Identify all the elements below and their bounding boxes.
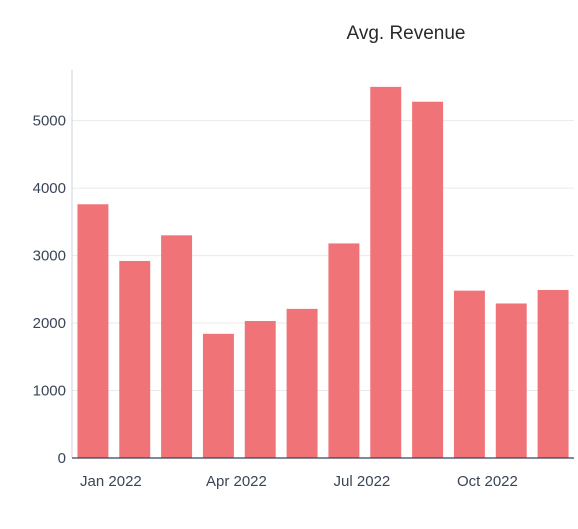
bar-2022-03: [161, 235, 193, 458]
y-tick-label-5: 5000: [33, 113, 66, 130]
y-tick-label-0: 0: [58, 450, 66, 467]
bar-2022-12: [537, 289, 569, 458]
grid-lines: [72, 120, 574, 392]
bars: [77, 86, 569, 458]
bar-2022-09: [412, 101, 444, 458]
bar-2022-11: [495, 303, 527, 458]
x-tick-label-0: Jan 2022: [80, 473, 142, 490]
bar-2022-07: [328, 243, 360, 458]
x-tick-label-3: Oct 2022: [457, 473, 518, 490]
y-tick-label-1: 1000: [33, 383, 66, 400]
bar-2022-05: [244, 321, 276, 458]
y-tick-label-4: 4000: [33, 180, 66, 197]
bar-2022-01: [77, 204, 109, 458]
y-tick-labels: 0 1000 2000 3000 4000 5000: [33, 113, 66, 467]
y-tick-label-3: 3000: [33, 248, 66, 265]
x-tick-label-1: Apr 2022: [206, 473, 267, 490]
x-tick-labels: Jan 2022 Apr 2022 Jul 2022 Oct 2022: [80, 473, 518, 490]
x-tick-label-2: Jul 2022: [334, 473, 391, 490]
bar-2022-04: [202, 333, 234, 458]
bar-2022-06: [286, 308, 318, 458]
chart-title: Avg. Revenue: [346, 23, 465, 44]
bar-2022-02: [119, 260, 151, 458]
bar-2022-10: [453, 290, 485, 458]
y-tick-label-2: 2000: [33, 315, 66, 332]
bar-2022-08: [370, 86, 402, 458]
